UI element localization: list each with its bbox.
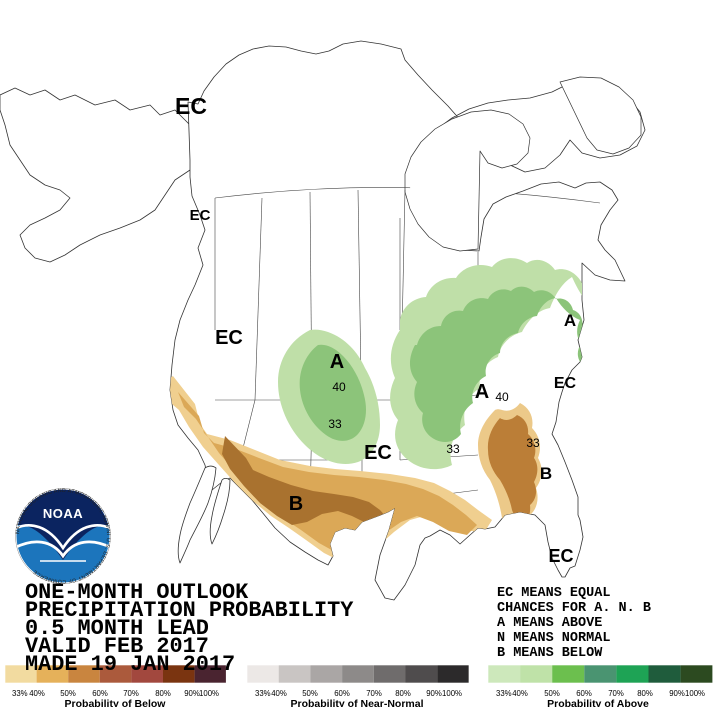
svg-text:40: 40 [332,380,346,394]
svg-text:33: 33 [328,417,342,431]
svg-text:40%: 40% [512,689,528,698]
svg-text:100%: 100% [685,689,705,698]
svg-text:100%: 100% [442,689,462,698]
svg-text:B MEANS BELOW: B MEANS BELOW [497,646,603,661]
svg-text:90%: 90% [669,689,685,698]
svg-text:CHANCES FOR A. N. B: CHANCES FOR A. N. B [497,601,651,616]
svg-text:B: B [289,493,303,515]
svg-text:A: A [564,311,576,330]
svg-text:Probability of Near-Normal: Probability of Near-Normal [290,698,423,707]
svg-text:EC: EC [364,442,392,464]
svg-text:100%: 100% [199,689,219,698]
svg-text:Probability of Above: Probability of Above [547,698,649,707]
svg-text:60%: 60% [334,689,350,698]
svg-text:60%: 60% [576,689,592,698]
svg-text:EC: EC [190,207,211,224]
svg-text:80%: 80% [155,689,171,698]
svg-text:A MEANS ABOVE: A MEANS ABOVE [497,616,602,631]
svg-text:70%: 70% [366,689,382,698]
svg-text:40: 40 [495,390,509,404]
svg-text:EC: EC [215,327,243,349]
svg-text:EC MEANS EQUAL: EC MEANS EQUAL [497,586,610,601]
svg-text:33%: 33% [255,689,271,698]
svg-text:EC: EC [548,546,573,566]
svg-text:NOAA: NOAA [43,506,83,521]
svg-text:EC: EC [554,375,577,392]
svg-text:33: 33 [446,442,460,456]
svg-text:70%: 70% [608,689,624,698]
svg-text:N MEANS NORMAL: N MEANS NORMAL [497,631,610,646]
svg-text:33%: 33% [496,689,512,698]
svg-text:60%: 60% [92,689,108,698]
svg-text:33: 33 [526,436,540,450]
svg-text:40%: 40% [29,689,45,698]
svg-text:80%: 80% [395,689,411,698]
svg-text:50%: 50% [60,689,76,698]
svg-text:90%: 90% [426,689,442,698]
svg-text:50%: 50% [302,689,318,698]
svg-text:EC: EC [175,93,207,119]
svg-text:33%: 33% [12,689,28,698]
svg-text:A: A [475,381,489,403]
svg-text:80%: 80% [637,689,653,698]
svg-text:50%: 50% [544,689,560,698]
svg-text:MADE 19 JAN 2017: MADE 19 JAN 2017 [25,652,235,677]
svg-text:40%: 40% [271,689,287,698]
svg-text:70%: 70% [123,689,139,698]
svg-text:90%: 90% [184,689,200,698]
svg-text:Probability of Below: Probability of Below [65,698,167,707]
svg-text:B: B [540,464,552,483]
svg-text:A: A [330,351,344,373]
